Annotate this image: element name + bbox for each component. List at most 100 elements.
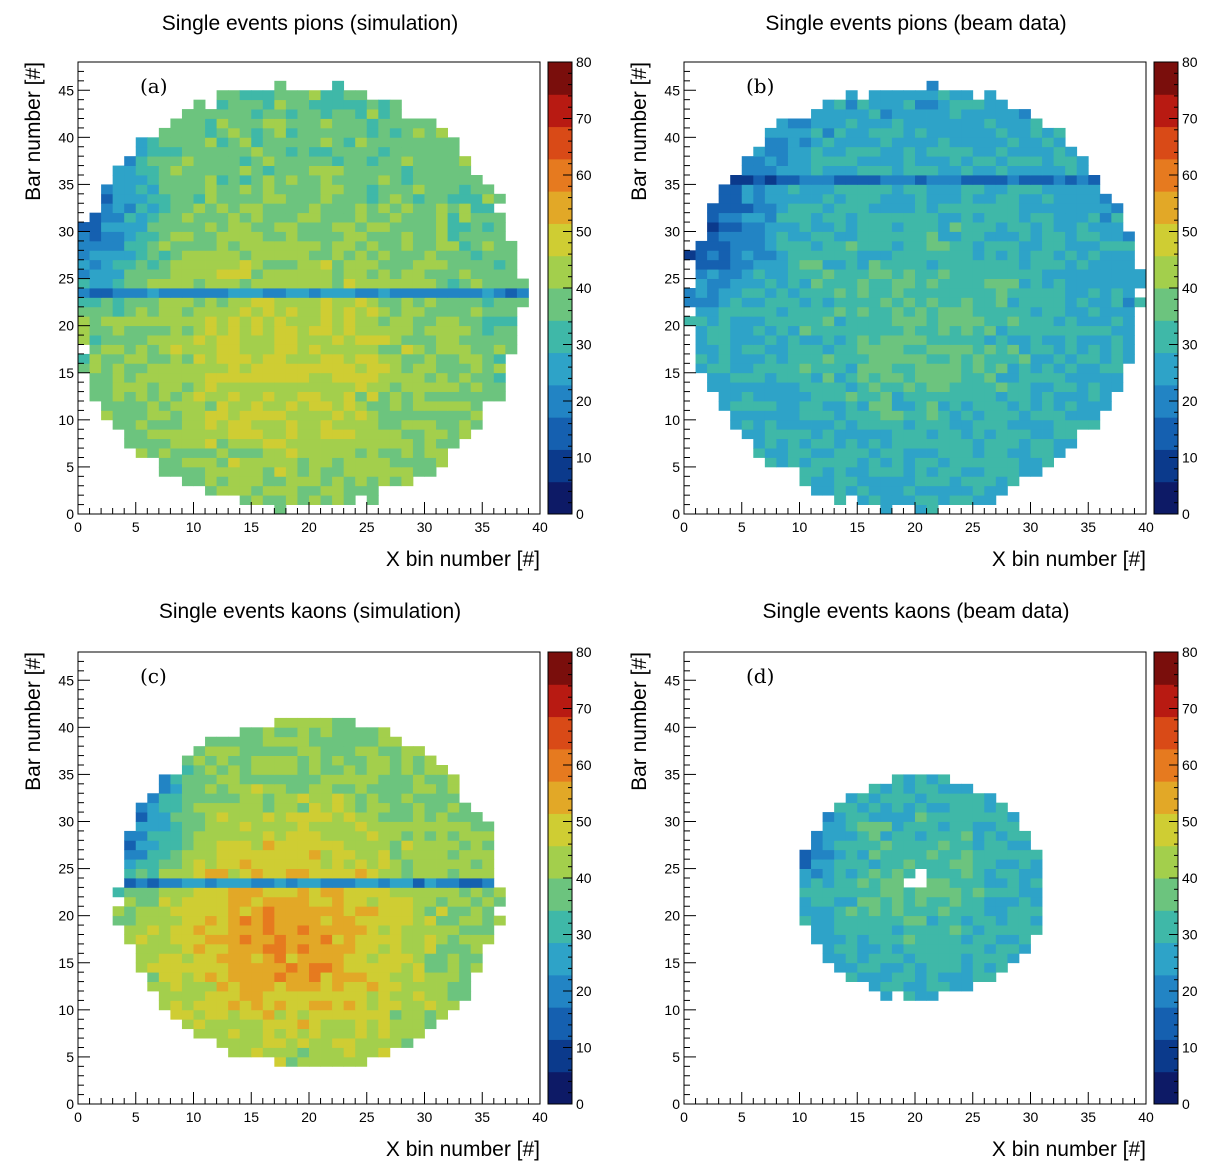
heatmap-cell [285, 915, 298, 926]
heatmap-cell [868, 868, 881, 879]
heatmap-cell [1076, 335, 1089, 345]
heatmap-cell [251, 297, 264, 308]
heatmap-cell [193, 325, 206, 336]
heatmap-cell [961, 165, 974, 176]
heatmap-cell [718, 250, 731, 261]
heatmap-cell [1042, 457, 1054, 468]
heatmap-cell [799, 457, 812, 468]
heatmap-cell [811, 306, 823, 317]
heatmap-cell [984, 137, 997, 148]
heatmap-cell [401, 783, 414, 794]
heatmap-cell [915, 448, 927, 458]
heatmap-cell [447, 259, 460, 270]
heatmap-cell [891, 915, 904, 926]
heatmap-cell [799, 193, 812, 204]
heatmap-cell [285, 250, 298, 261]
heatmap-cell [834, 495, 847, 505]
heatmap-cell [1030, 906, 1043, 917]
heatmap-cell [1111, 259, 1124, 270]
heatmap-cell [949, 915, 962, 926]
heatmap-cell [112, 278, 125, 289]
y-axis-label: Bar number [#] [628, 62, 651, 201]
heatmap-cell [1076, 259, 1089, 270]
heatmap-cell [972, 495, 985, 505]
heatmap-cell [949, 259, 962, 270]
heatmap-cell [412, 991, 425, 1001]
heatmap-cell [366, 736, 379, 747]
colorbar-segment [548, 255, 572, 289]
heatmap-cell [834, 466, 847, 477]
heatmap-cell [995, 156, 1008, 166]
heatmap-cell [984, 821, 997, 832]
heatmap-cell [482, 278, 495, 289]
heatmap-cell [995, 212, 1008, 223]
heatmap-cell [482, 212, 495, 223]
heatmap-cell [949, 925, 962, 935]
heatmap-cell [228, 896, 241, 907]
heatmap-cell [938, 344, 951, 355]
heatmap-cell [343, 344, 356, 355]
heatmap-cell [995, 953, 1008, 964]
heatmap-cell [857, 972, 870, 982]
heatmap-cell [158, 887, 171, 898]
heatmap-cell [1030, 419, 1043, 430]
heatmap-cell [424, 943, 437, 954]
heatmap-cell [412, 981, 425, 992]
heatmap-cell [343, 165, 356, 176]
heatmap-cell [239, 259, 252, 270]
heatmap-cell [412, 934, 425, 945]
heatmap-cell [285, 448, 298, 458]
heatmap-cell [262, 953, 275, 964]
heatmap-cell [135, 438, 148, 449]
heatmap-cell [1018, 934, 1031, 945]
heatmap-cell [834, 137, 847, 148]
heatmap-cell [378, 972, 391, 982]
heatmap-cell [251, 109, 264, 119]
heatmap-cell [297, 457, 310, 468]
heatmap-cell [972, 240, 985, 251]
heatmap-cell [857, 485, 870, 496]
heatmap-cell [274, 1038, 287, 1048]
heatmap-cell [1042, 335, 1054, 345]
heatmap-cell [845, 915, 858, 926]
heatmap-cell [1111, 325, 1124, 336]
heatmap-cell [845, 240, 858, 251]
heatmap-cell [493, 391, 506, 402]
heatmap-cell [811, 127, 823, 138]
heatmap-cell [378, 278, 391, 289]
heatmap-cell [412, 1000, 425, 1011]
heatmap-cell [1042, 325, 1054, 336]
heatmap-cell [776, 193, 789, 204]
heatmap-cell [193, 925, 206, 935]
heatmap-cell [147, 316, 160, 327]
heatmap-cell [493, 278, 506, 289]
heatmap-cell [903, 943, 916, 954]
heatmap-cell [938, 372, 951, 383]
heatmap-cell [753, 335, 766, 345]
heatmap-cell [857, 297, 870, 308]
colorbar-segment [548, 942, 572, 976]
heatmap-cell [274, 448, 287, 458]
heatmap-cell [262, 934, 275, 945]
heatmap-cell [1122, 231, 1135, 242]
heatmap-cell [320, 344, 333, 355]
heatmap-cell [262, 830, 275, 841]
heatmap-cell [938, 401, 951, 411]
heatmap-cell [366, 812, 379, 822]
heatmap-cell [389, 429, 402, 440]
heatmap-cell [926, 212, 939, 223]
heatmap-cell [297, 184, 310, 195]
colorbar-tick-label: 10 [1182, 1040, 1198, 1056]
heatmap-cell [1065, 250, 1078, 261]
heatmap-cell [470, 250, 483, 261]
heatmap-cell [1088, 212, 1101, 223]
heatmap-cell [1053, 156, 1066, 166]
heatmap-cell [811, 934, 823, 945]
heatmap-cell [961, 193, 974, 204]
heatmap-cell [170, 137, 183, 148]
heatmap-cell [880, 99, 893, 110]
heatmap-cell [1007, 438, 1020, 449]
heatmap-cell [811, 118, 823, 129]
heatmap-cell [753, 325, 766, 336]
heatmap-cell [424, 1000, 437, 1011]
